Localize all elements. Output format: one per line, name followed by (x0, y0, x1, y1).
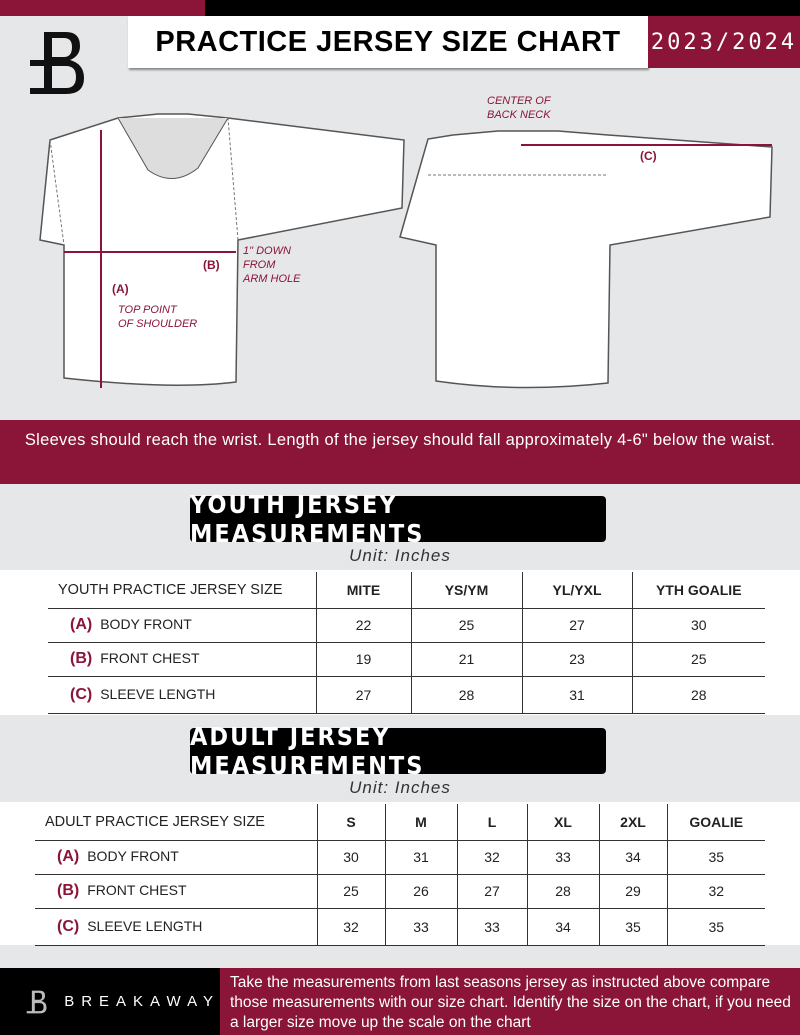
row-code: (A) (70, 616, 93, 633)
label-c-note: CENTER OF BACK NECK (487, 95, 551, 121)
youth-unit: Unit: Inches (349, 546, 451, 565)
row-label: BODY FRONT (100, 616, 192, 632)
cell: 26 (384, 874, 457, 909)
brand-name: BREAKAWAY (64, 993, 220, 1010)
cell: 33 (384, 908, 457, 946)
size-header: MITE (315, 572, 411, 609)
youth-header-label: YOUTH PRACTICE JERSEY SIZE (48, 572, 316, 609)
adult-section-title: ADULT JERSEY MEASUREMENTS (190, 722, 606, 780)
cell: 34 (526, 908, 599, 946)
cell: 23 (521, 642, 632, 677)
cell: 34 (598, 840, 667, 875)
footer-instructions: Take the measurements from last seasons … (220, 968, 800, 1035)
table-row: (C) SLEEVE LENGTH 27 28 31 28 (48, 676, 765, 714)
cell: 21 (410, 642, 522, 677)
cell: 30 (631, 608, 765, 643)
cell: 32 (666, 874, 765, 909)
size-header: 2XL (598, 804, 667, 841)
front-jersey-diagram (39, 113, 405, 388)
cell: 35 (666, 908, 765, 946)
size-header: GOALIE (666, 804, 765, 841)
cell: 28 (631, 676, 765, 714)
cell: 35 (598, 908, 667, 946)
adult-table: ADULT PRACTICE JERSEY SIZE S M L XL 2XL GOALI… (35, 804, 765, 946)
row-label: SLEEVE LENGTH (87, 917, 203, 934)
breakaway-logo-small (26, 990, 47, 1013)
breakaway-logo (30, 32, 84, 94)
cell: 33 (526, 840, 599, 875)
youth-section-title: YOUTH JERSEY MEASUREMENTS (190, 490, 606, 548)
cell: 25 (410, 608, 522, 643)
table-row: (B) FRONT CHEST 19 21 23 25 (48, 642, 765, 677)
top-accent-bar (0, 0, 205, 16)
youth-table: YOUTH PRACTICE JERSEY SIZE MITE YS/YM YL… (48, 572, 765, 714)
youth-header-row: YOUTH PRACTICE JERSEY SIZE MITE YS/YM YL… (48, 572, 765, 609)
back-jersey-diagram (399, 130, 773, 389)
label-b: (B) (203, 258, 220, 272)
size-header: YL/YXL (521, 572, 632, 609)
cell: 35 (666, 840, 765, 875)
cell: 31 (384, 840, 457, 875)
cell: 27 (456, 874, 527, 909)
row-label: FRONT CHEST (100, 650, 200, 666)
label-c: (C) (640, 149, 657, 163)
label-a: (A) (112, 282, 129, 296)
cell: 30 (316, 840, 385, 875)
size-header: YTH GOALIE (631, 572, 765, 609)
cell: 25 (631, 642, 765, 677)
cell: 33 (456, 908, 527, 946)
label-a-note: TOP POINT OF SHOULDER (118, 304, 198, 330)
size-header: YS/YM (410, 572, 522, 609)
cell: 32 (316, 908, 385, 946)
size-header: XL (526, 804, 599, 841)
label-b-note: 1" DOWN FROM ARM HOLE (243, 245, 301, 285)
row-code: (B) (70, 650, 93, 667)
footer-brand: BREAKAWAY (0, 968, 220, 1035)
top-black-bar (205, 0, 800, 16)
cell: 29 (598, 874, 667, 909)
adult-header-row: ADULT PRACTICE JERSEY SIZE S M L XL 2XL GOALI… (35, 804, 765, 841)
row-label: FRONT CHEST (87, 882, 187, 898)
cell: 19 (315, 642, 411, 677)
fit-note: Sleeves should reach the wrist. Length o… (0, 420, 800, 484)
cell: 25 (316, 874, 385, 909)
cell: 27 (315, 676, 411, 714)
row-code: (C) (57, 917, 80, 935)
size-header: L (456, 804, 527, 841)
row-code: (B) (57, 882, 80, 899)
page-title: PRACTICE JERSEY SIZE CHART (128, 16, 648, 68)
cell: 31 (521, 676, 632, 714)
table-row: (C) SLEEVE LENGTH 32 33 33 34 35 35 (35, 908, 765, 946)
adult-header-label: ADULT PRACTICE JERSEY SIZE (35, 804, 317, 841)
table-row: (B) FRONT CHEST 25 26 27 28 29 32 (35, 874, 765, 909)
row-label: BODY FRONT (87, 848, 179, 864)
row-code: (A) (57, 848, 80, 865)
cell: 32 (456, 840, 527, 875)
row-label: SLEEVE LENGTH (100, 685, 216, 702)
table-row: (A) BODY FRONT 22 25 27 30 (48, 608, 765, 643)
season-badge: 2023/2024 (648, 16, 800, 68)
adult-unit: Unit: Inches (349, 778, 451, 797)
cell: 27 (521, 608, 632, 643)
size-header: S (316, 804, 385, 841)
cell: 28 (526, 874, 599, 909)
table-row: (A) BODY FRONT 30 31 32 33 34 35 (35, 840, 765, 875)
cell: 22 (315, 608, 411, 643)
size-header: M (384, 804, 457, 841)
cell: 28 (410, 676, 522, 714)
row-code: (C) (70, 685, 93, 703)
